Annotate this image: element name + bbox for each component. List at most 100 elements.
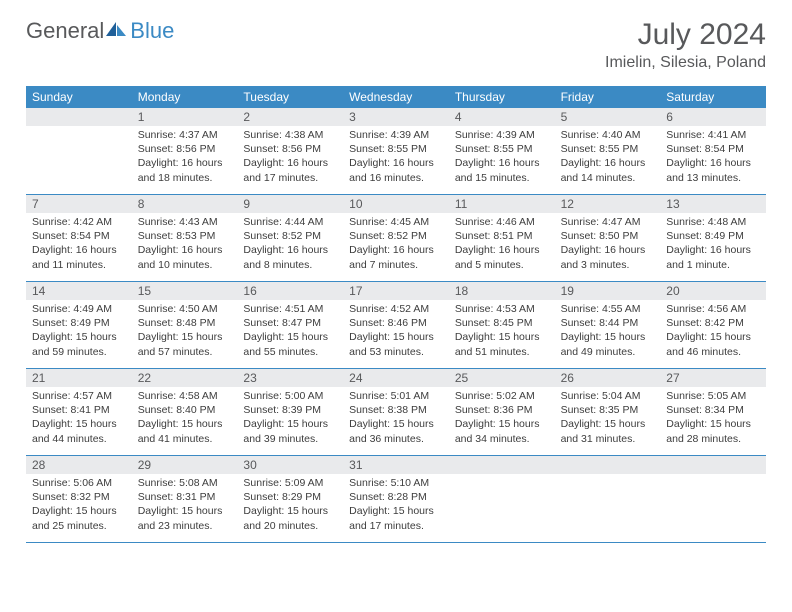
sunset-text: Sunset: 8:42 PM xyxy=(666,316,760,330)
sunset-text: Sunset: 8:32 PM xyxy=(32,490,126,504)
day-cell xyxy=(449,456,555,542)
day-cell: 13Sunrise: 4:48 AMSunset: 8:49 PMDayligh… xyxy=(660,195,766,281)
day-number: 9 xyxy=(237,195,343,213)
sunrise-text: Sunrise: 5:06 AM xyxy=(32,476,126,490)
day-number: 11 xyxy=(449,195,555,213)
sunrise-text: Sunrise: 4:48 AM xyxy=(666,215,760,229)
daylight-text: Daylight: 16 hours and 3 minutes. xyxy=(561,243,655,271)
day-number xyxy=(555,456,661,474)
day-cell: 27Sunrise: 5:05 AMSunset: 8:34 PMDayligh… xyxy=(660,369,766,455)
day-cell: 20Sunrise: 4:56 AMSunset: 8:42 PMDayligh… xyxy=(660,282,766,368)
sunset-text: Sunset: 8:55 PM xyxy=(349,142,443,156)
day-cell: 28Sunrise: 5:06 AMSunset: 8:32 PMDayligh… xyxy=(26,456,132,542)
day-number: 21 xyxy=(26,369,132,387)
day-body: Sunrise: 4:53 AMSunset: 8:45 PMDaylight:… xyxy=(449,300,555,359)
sunset-text: Sunset: 8:46 PM xyxy=(349,316,443,330)
day-body: Sunrise: 4:58 AMSunset: 8:40 PMDaylight:… xyxy=(132,387,238,446)
day-body: Sunrise: 4:39 AMSunset: 8:55 PMDaylight:… xyxy=(343,126,449,185)
dow-row: Sunday Monday Tuesday Wednesday Thursday… xyxy=(26,86,766,108)
sunset-text: Sunset: 8:35 PM xyxy=(561,403,655,417)
brand-logo: General Blue xyxy=(26,18,174,44)
daylight-text: Daylight: 15 hours and 36 minutes. xyxy=(349,417,443,445)
day-number: 5 xyxy=(555,108,661,126)
daylight-text: Daylight: 15 hours and 28 minutes. xyxy=(666,417,760,445)
day-number: 10 xyxy=(343,195,449,213)
sunrise-text: Sunrise: 4:38 AM xyxy=(243,128,337,142)
sunrise-text: Sunrise: 4:47 AM xyxy=(561,215,655,229)
day-cell: 4Sunrise: 4:39 AMSunset: 8:55 PMDaylight… xyxy=(449,108,555,194)
day-number: 14 xyxy=(26,282,132,300)
day-cell: 19Sunrise: 4:55 AMSunset: 8:44 PMDayligh… xyxy=(555,282,661,368)
day-cell: 12 Sunrise: 4:47 AMSunset: 8:50 PMDayligh… xyxy=(555,195,661,281)
sunset-text: Sunset: 8:49 PM xyxy=(32,316,126,330)
daylight-text: Daylight: 16 hours and 16 minutes. xyxy=(349,156,443,184)
sunrise-text: Sunrise: 4:39 AM xyxy=(349,128,443,142)
title-block: July 2024 Imielin, Silesia, Poland xyxy=(605,18,766,72)
week-row: 21Sunrise: 4:57 AMSunset: 8:41 PMDayligh… xyxy=(26,369,766,456)
sunset-text: Sunset: 8:52 PM xyxy=(243,229,337,243)
day-number xyxy=(449,456,555,474)
day-body: Sunrise: 4:41 AMSunset: 8:54 PMDaylight:… xyxy=(660,126,766,185)
week-row: 1Sunrise: 4:37 AMSunset: 8:56 PMDaylight… xyxy=(26,108,766,195)
sunset-text: Sunset: 8:38 PM xyxy=(349,403,443,417)
day-body: Sunrise: 5:09 AMSunset: 8:29 PMDaylight:… xyxy=(237,474,343,533)
day-cell: 9Sunrise: 4:44 AMSunset: 8:52 PMDaylight… xyxy=(237,195,343,281)
day-number: 7 xyxy=(26,195,132,213)
day-cell: 18Sunrise: 4:53 AMSunset: 8:45 PMDayligh… xyxy=(449,282,555,368)
sunrise-text: Sunrise: 5:04 AM xyxy=(561,389,655,403)
day-cell: 7Sunrise: 4:42 AMSunset: 8:54 PMDaylight… xyxy=(26,195,132,281)
day-cell: 1Sunrise: 4:37 AMSunset: 8:56 PMDaylight… xyxy=(132,108,238,194)
day-body: Sunrise: 4:39 AMSunset: 8:55 PMDaylight:… xyxy=(449,126,555,185)
sunrise-text: Sunrise: 4:58 AM xyxy=(138,389,232,403)
day-cell: 26 Sunrise: 5:04 AMSunset: 8:35 PMDayligh… xyxy=(555,369,661,455)
day-cell: 11Sunrise: 4:46 AMSunset: 8:51 PMDayligh… xyxy=(449,195,555,281)
day-number: 22 xyxy=(132,369,238,387)
day-body: Sunrise: 4:40 AMSunset: 8:55 PMDaylight:… xyxy=(555,126,661,185)
sunrise-text: Sunrise: 5:00 AM xyxy=(243,389,337,403)
sunrise-text: Sunrise: 4:37 AM xyxy=(138,128,232,142)
daylight-text: Daylight: 15 hours and 34 minutes. xyxy=(455,417,549,445)
sunrise-text: Sunrise: 5:10 AM xyxy=(349,476,443,490)
sunset-text: Sunset: 8:55 PM xyxy=(455,142,549,156)
day-cell: 10Sunrise: 4:45 AMSunset: 8:52 PMDayligh… xyxy=(343,195,449,281)
day-number: 13 xyxy=(660,195,766,213)
daylight-text: Daylight: 15 hours and 25 minutes. xyxy=(32,504,126,532)
daylight-text: Daylight: 15 hours and 57 minutes. xyxy=(138,330,232,358)
dow-thursday: Thursday xyxy=(449,86,555,108)
day-body: Sunrise: 4:45 AMSunset: 8:52 PMDaylight:… xyxy=(343,213,449,272)
day-number: 16 xyxy=(237,282,343,300)
day-body: Sunrise: 4:57 AMSunset: 8:41 PMDaylight:… xyxy=(26,387,132,446)
day-cell xyxy=(555,456,661,542)
sunset-text: Sunset: 8:50 PM xyxy=(561,229,655,243)
day-body: Sunrise: 4:38 AMSunset: 8:56 PMDaylight:… xyxy=(237,126,343,185)
day-number: 20 xyxy=(660,282,766,300)
sunset-text: Sunset: 8:29 PM xyxy=(243,490,337,504)
day-number: 18 xyxy=(449,282,555,300)
day-body xyxy=(449,474,555,476)
daylight-text: Daylight: 15 hours and 31 minutes. xyxy=(561,417,655,445)
dow-saturday: Saturday xyxy=(660,86,766,108)
day-number: 17 xyxy=(343,282,449,300)
sunrise-text: Sunrise: 4:52 AM xyxy=(349,302,443,316)
day-body: Sunrise: 5:10 AMSunset: 8:28 PMDaylight:… xyxy=(343,474,449,533)
sunset-text: Sunset: 8:45 PM xyxy=(455,316,549,330)
sunrise-text: Sunrise: 4:53 AM xyxy=(455,302,549,316)
day-cell: 29Sunrise: 5:08 AMSunset: 8:31 PMDayligh… xyxy=(132,456,238,542)
day-body: Sunrise: 5:01 AMSunset: 8:38 PMDaylight:… xyxy=(343,387,449,446)
day-cell: 5Sunrise: 4:40 AMSunset: 8:55 PMDaylight… xyxy=(555,108,661,194)
sunrise-text: Sunrise: 5:05 AM xyxy=(666,389,760,403)
daylight-text: Daylight: 15 hours and 23 minutes. xyxy=(138,504,232,532)
day-cell: 2Sunrise: 4:38 AMSunset: 8:56 PMDaylight… xyxy=(237,108,343,194)
sunrise-text: Sunrise: 4:41 AM xyxy=(666,128,760,142)
day-number xyxy=(660,456,766,474)
day-body: Sunrise: 4:37 AMSunset: 8:56 PMDaylight:… xyxy=(132,126,238,185)
daylight-text: Daylight: 16 hours and 18 minutes. xyxy=(138,156,232,184)
day-number: 26 xyxy=(555,369,661,387)
day-body xyxy=(26,126,132,128)
sunrise-text: Sunrise: 5:08 AM xyxy=(138,476,232,490)
daylight-text: Daylight: 16 hours and 11 minutes. xyxy=(32,243,126,271)
day-body: Sunrise: 4:51 AMSunset: 8:47 PMDaylight:… xyxy=(237,300,343,359)
sunrise-text: Sunrise: 5:01 AM xyxy=(349,389,443,403)
sunrise-text: Sunrise: 4:50 AM xyxy=(138,302,232,316)
day-number: 12 xyxy=(555,195,661,213)
